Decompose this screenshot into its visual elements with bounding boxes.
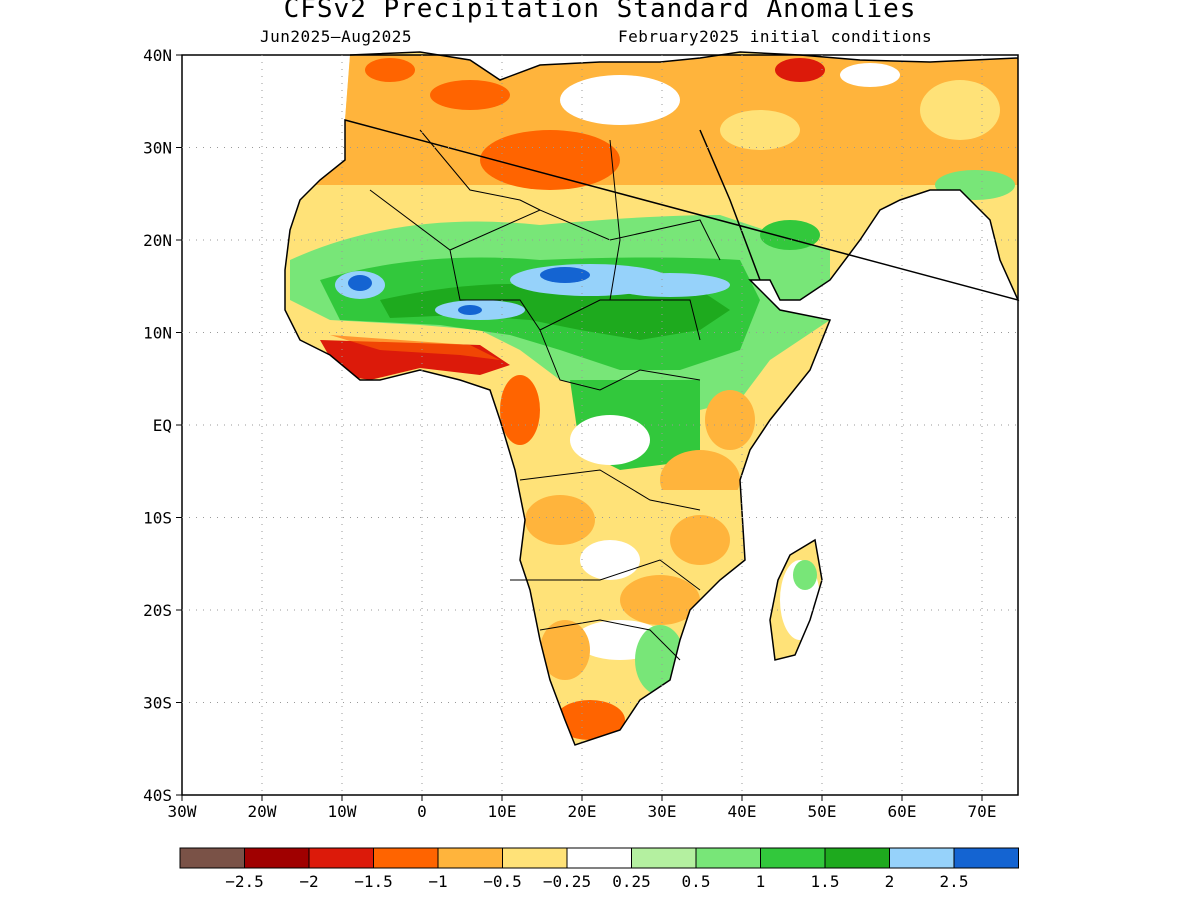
lat-tick-label: 40S: [143, 786, 172, 805]
colorbar-label: −1.5: [354, 872, 393, 891]
lat-tick-label: EQ: [153, 416, 172, 435]
colorbar-swatch: [566, 847, 632, 869]
colorbar-swatch: [244, 847, 310, 869]
colorbar-label: −2: [299, 872, 318, 891]
colorbar-label: 2: [885, 872, 895, 891]
lat-tick-label: 20N: [143, 231, 172, 250]
lat-tick-label: 20S: [143, 601, 172, 620]
colorbar-label: 0.5: [682, 872, 711, 891]
coastlines: [284, 51, 1020, 746]
lat-tick-label: 30S: [143, 694, 172, 713]
lon-tick-label: 30W: [168, 802, 197, 821]
colorbar: −2.5 −2 −1.5 −1 −0.5 −0.25 0.25 0.5 1 1.5 2 2.5: [179, 847, 1019, 891]
lon-tick-label: 50E: [808, 802, 837, 821]
colorbar-swatch: [824, 847, 890, 869]
lon-tick-label: 30E: [648, 802, 677, 821]
colorbar-swatch: [760, 847, 826, 869]
graticule: [182, 55, 1018, 795]
colorbar-swatch: [179, 847, 245, 869]
lon-tick-label: 60E: [888, 802, 917, 821]
colorbar-swatch: [889, 847, 955, 869]
map-title: CFSv2 Precipitation Standard Anomalies: [283, 0, 917, 24]
colorbar-label: −1: [428, 872, 447, 891]
colorbar-label: 0.25: [612, 872, 651, 891]
colorbar-swatch: [953, 847, 1019, 869]
lon-tick-label: 10W: [328, 802, 357, 821]
lat-tick-label: 30N: [143, 139, 172, 158]
colorbar-swatch: [631, 847, 697, 869]
lon-tick-label: 40E: [728, 802, 757, 821]
lat-tick-label: 40N: [143, 46, 172, 65]
forecast-period: Jun2025–Aug2025: [260, 27, 412, 46]
country-borders: [369, 129, 721, 661]
lon-tick-label: 0: [417, 802, 427, 821]
colorbar-swatch: [308, 847, 374, 869]
lat-tick-label: 10N: [143, 324, 172, 343]
colorbar-label: −2.5: [225, 872, 264, 891]
lat-tick-label: 10S: [143, 509, 172, 528]
colorbar-label: 1: [756, 872, 766, 891]
colorbar-label: 1.5: [811, 872, 840, 891]
precip-field: [285, 52, 1018, 745]
colorbar-swatch: [373, 847, 439, 869]
colorbar-label: −0.5: [483, 872, 522, 891]
colorbar-swatch: [437, 847, 503, 869]
colorbar-label: −0.25: [543, 872, 591, 891]
lon-tick-label: 20E: [568, 802, 597, 821]
colorbar-swatch: [502, 847, 568, 869]
colorbar-label: 2.5: [940, 872, 969, 891]
initial-conditions: February2025 initial conditions: [618, 27, 933, 46]
colorbar-swatch: [695, 847, 761, 869]
lon-tick-label: 70E: [968, 802, 997, 821]
lon-tick-label: 10E: [488, 802, 517, 821]
lon-tick-label: 20W: [248, 802, 277, 821]
